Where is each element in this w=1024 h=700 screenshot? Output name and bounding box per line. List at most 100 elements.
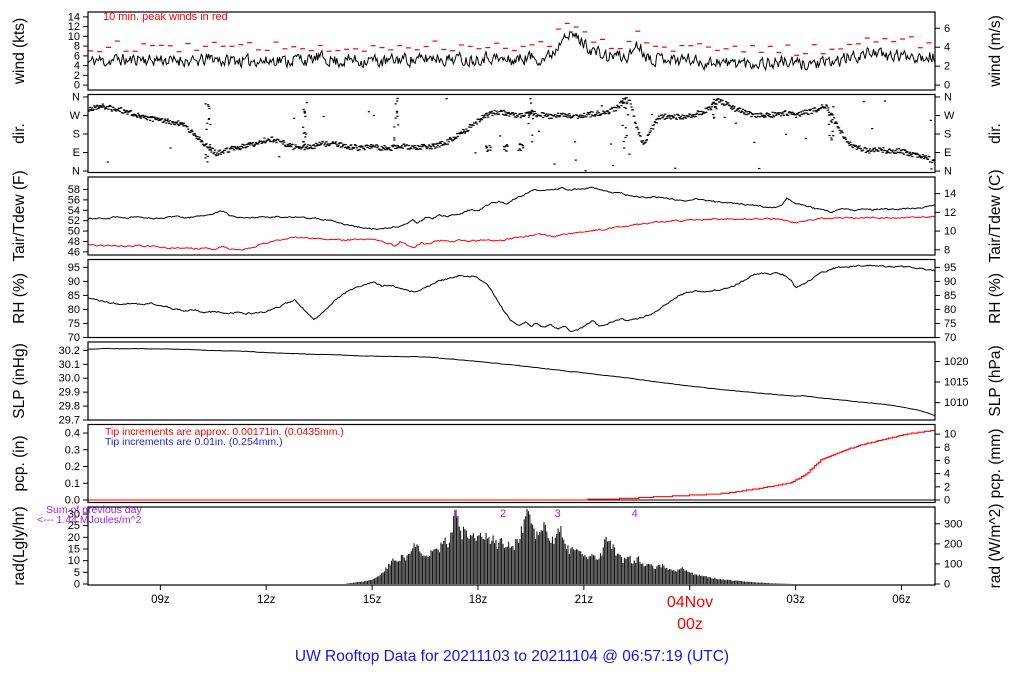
ytick-label-right-rh: 90 [944,276,956,288]
ytick-label-left-rad: 25 [68,520,80,532]
pcp-tip-note-blue: Tip increments are 0.01in. (0.254mm.) [105,436,283,448]
pcp-tip-note-red: Tip increments are approx. 0.00171in. (0… [105,426,344,438]
ylabel-right-dir: dir. [987,123,1004,144]
ytick-label-left-rad: 30 [68,509,80,521]
ytick-label-right-rad: 0 [944,579,950,591]
series-pcp [88,429,935,501]
ytick-label-right-dir: E [944,147,951,159]
ytick-label-left-tair: 46 [68,246,80,258]
ytick-label-left-dir: N [72,166,80,178]
ytick-label-right-rad: 200 [944,538,962,550]
series-slp [88,347,935,417]
ytick-label-left-pcp: 0.0 [65,494,80,506]
ytick-label-right-wind: 6 [944,23,950,35]
ytick-label-left-slp: 30.1 [59,359,80,371]
ytick-label-right-pcp: 8 [944,442,950,454]
ytick-label-right-rh: 70 [944,332,956,344]
ytick-label-left-pcp: 0.1 [65,478,80,490]
ytick-label-right-slp: 1020 [944,356,968,368]
ytick-label-right-tair: 12 [944,207,956,219]
rad-milestone-label: 1 [453,508,459,520]
ytick-label-left-rad: 5 [74,567,80,579]
ytick-label-right-wind: 0 [944,80,950,92]
ytick-label-left-wind: 2 [74,70,80,82]
ylabel-left-wind: wind (kts) [11,18,28,85]
xtick-label: 15z [363,594,382,606]
ylabel-right-rad: rad (W/m^2) [987,504,1004,589]
ytick-label-left-wind: 10 [68,31,80,43]
ytick-label-left-wind: 6 [74,50,80,62]
ytick-label-right-wind: 4 [944,42,950,54]
ylabel-right-pcp: pcp. (mm) [987,429,1004,499]
xtick-label: 18z [469,594,488,606]
ytick-label-right-dir: N [944,166,952,178]
ytick-label-left-tair: 50 [68,226,80,238]
date-label-hour: 00z [677,616,703,633]
ytick-label-right-tair: 14 [944,188,956,200]
series-rh [88,264,935,332]
ytick-label-left-wind: 12 [68,21,80,33]
ytick-label-right-tair: 10 [944,226,956,238]
ytick-label-left-wind: 8 [74,41,80,53]
ytick-label-left-slp: 30.2 [59,345,80,357]
ytick-label-left-wind: 4 [74,60,80,72]
ytick-label-right-rh: 85 [944,290,956,302]
series-tair [88,186,935,230]
ytick-label-left-rad: 10 [68,555,80,567]
series-tair [88,215,935,251]
ytick-label-right-pcp: 10 [944,429,956,441]
ylabel-left-rh: RH (%) [11,273,28,324]
ytick-label-left-rh: 90 [68,276,80,288]
ytick-label-right-dir: N [944,91,952,103]
ytick-label-left-tair: 58 [68,184,80,196]
ytick-label-right-rh: 95 [944,262,956,274]
xtick-label: 09z [151,594,170,606]
ytick-label-right-pcp: 2 [944,481,950,493]
ytick-label-left-dir: N [72,91,80,103]
ytick-label-left-dir: S [73,129,80,141]
ylabel-left-rad: rad(Lgly/hr) [11,506,28,585]
ytick-label-right-rad: 100 [944,558,962,570]
ytick-label-left-rad: 15 [68,544,80,556]
wind-peaks-note: 10 min. peak winds in red [103,11,228,23]
panel-slp: 29.7 29.8 29.9 30.0 30.1 30.2 1010 1015 1020 SLP … [11,341,1004,427]
ytick-label-left-pcp: 0.3 [65,444,80,456]
ylabel-right-wind: wind (m/s) [987,15,1004,87]
ytick-label-right-pcp: 0 [944,494,950,506]
x-axis-date-label: 04Nov 00z [650,592,730,636]
rad-sum-note-line2: <--- 1.44 MJoules/m^2 [37,514,142,526]
figure-title: UW Rooftop Data for 20211103 to 20211104… [294,648,730,665]
ytick-label-right-rh: 75 [944,318,956,330]
ytick-label-left-slp: 29.8 [59,401,80,413]
ytick-label-left-tair: 56 [68,194,80,206]
xtick-label: 21z [575,594,594,606]
ytick-label-right-dir: W [944,110,955,122]
ytick-label-left-rh: 95 [68,262,80,274]
ylabel-left-pcp: pcp. (in) [11,436,28,492]
rad-milestone-label: 4 [632,508,638,520]
ytick-label-left-rh: 75 [68,318,80,330]
ytick-label-left-pcp: 0.4 [65,428,80,440]
ytick-label-left-rh: 85 [68,290,80,302]
ytick-label-right-slp: 1010 [944,397,968,409]
xtick-label: 03z [786,594,805,606]
ytick-label-left-tair: 52 [68,215,80,227]
ytick-label-right-slp: 1015 [944,376,968,388]
ylabel-right-tair: Tair/Tdew (C) [987,169,1004,262]
ytick-label-left-rh: 70 [68,332,80,344]
ytick-label-right-tair: 8 [944,244,950,256]
panel-rh: 70 75 80 85 90 95 70 75 80 85 90 95 RH (%) RH (%) [11,258,1004,344]
ytick-label-left-slp: 29.9 [59,387,80,399]
ytick-label-left-pcp: 0.2 [65,461,80,473]
ytick-label-left-tair: 54 [68,205,80,217]
rad-sum-note-line1: Sum of previous day [46,504,142,516]
ytick-label-left-slp: 30.0 [59,373,80,385]
ytick-label-right-dir: S [944,129,951,141]
rad-milestone-label: 2 [500,508,506,520]
ytick-label-left-rh: 80 [68,304,80,316]
rad-milestone-label: 3 [555,508,561,520]
